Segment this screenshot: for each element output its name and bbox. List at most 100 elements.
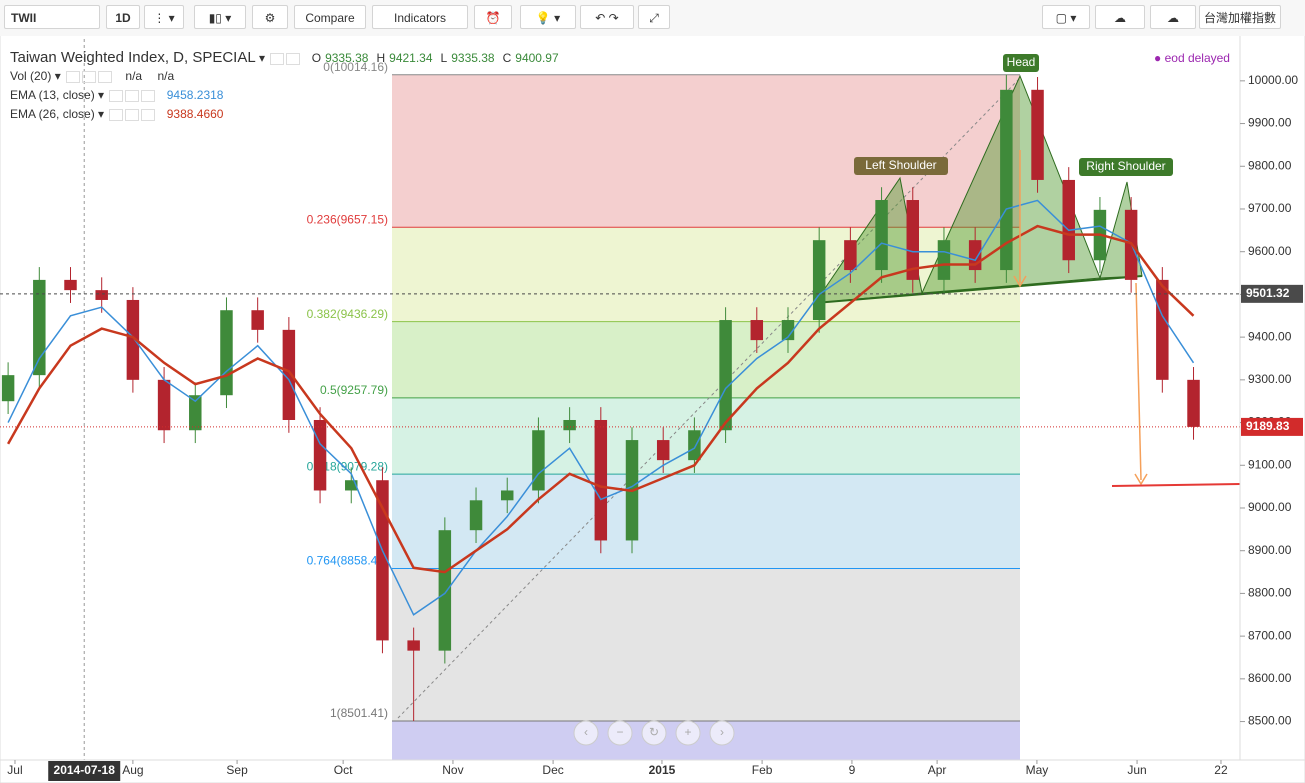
legend-volume: Vol (20) ▾ n/a n/a <box>10 69 175 83</box>
candle-body <box>345 480 358 491</box>
alert-button[interactable]: ⏰ <box>474 5 512 29</box>
legend-ohlc: O 9335.38 H 9421.34 L 9335.38 C 9400.97 <box>304 51 559 65</box>
ohlc-value: 9400.97 <box>515 51 559 65</box>
nav-button[interactable] <box>607 720 633 746</box>
chart-style-button[interactable]: ▮▯ ▾ <box>194 5 246 29</box>
candle-body <box>95 290 108 300</box>
ohlc-key: L <box>440 51 448 65</box>
y-tick-label: 9300.00 <box>1248 372 1292 386</box>
volume-value: n/a <box>125 69 143 83</box>
ohlc-value: 9335.38 <box>451 51 495 65</box>
candle-body <box>251 310 264 330</box>
candle-body <box>469 500 483 531</box>
ohlc-key: O <box>311 51 322 65</box>
x-tick-label: Aug <box>122 763 143 777</box>
candle-body <box>937 240 951 280</box>
price-tag <box>1241 417 1303 436</box>
candle-body <box>189 395 202 431</box>
fib-label: 1(8501.41) <box>330 706 388 720</box>
fullscreen-button[interactable]: ⤢ <box>638 5 670 29</box>
status: ● eod delayed <box>1154 51 1230 65</box>
symbol-name[interactable]: 台灣加權指數 <box>1199 5 1281 29</box>
interval-menu[interactable]: ⋮ ▾ <box>144 5 184 29</box>
fib-band <box>392 397 1020 475</box>
y-tick-label: 9000.00 <box>1248 500 1292 514</box>
cloud-load[interactable]: ☁ <box>1095 5 1145 29</box>
candle-body <box>1000 89 1013 271</box>
candle-body <box>594 419 608 541</box>
y-tick-label: 10000.00 <box>1248 73 1298 87</box>
x-axis <box>0 759 1305 783</box>
candle-body <box>812 240 826 321</box>
cloud-save[interactable]: ☁ <box>1150 5 1196 29</box>
nav-button[interactable] <box>641 720 667 746</box>
candle-body <box>1187 379 1200 427</box>
nav-icon: ↻ <box>649 725 659 739</box>
x-tick-label: Apr <box>928 763 947 777</box>
legend-main: Taiwan Weighted Index, D, SPECIAL ▾ O 933… <box>10 49 559 66</box>
ema-name: EMA (13, close) <box>10 88 95 102</box>
nav-icon: › <box>720 725 724 739</box>
fib-label: 0.382(9436.29) <box>307 307 388 321</box>
compare-button[interactable]: Compare <box>294 5 366 29</box>
symbol-box[interactable]: TWII <box>4 5 100 29</box>
undo-redo[interactable]: ↶ ↷ <box>580 5 634 29</box>
candle-body <box>33 279 46 376</box>
nav-button[interactable] <box>709 720 735 746</box>
fib-band <box>392 474 1020 569</box>
nav-button[interactable] <box>573 720 599 746</box>
toolbar: TWII 1D ⋮ ▾ ▮▯ ▾ ⚙ Compare Indicators ⏰ … <box>0 0 1305 37</box>
legend: Taiwan Weighted Index, D, SPECIAL ▾ O 933… <box>10 48 559 124</box>
volume-value: n/a <box>157 69 175 83</box>
candle-body <box>1062 179 1075 261</box>
crosshair-label: 2014-07-18 <box>54 763 116 777</box>
ideas-button[interactable]: 💡 ▾ <box>520 5 576 29</box>
fib-band <box>392 321 1020 398</box>
projection-arrow <box>1135 282 1142 481</box>
neckline <box>814 275 1143 304</box>
x-tick-label: Jun <box>1127 763 1146 777</box>
arrow-head <box>1134 473 1148 486</box>
x-tick-label: May <box>1026 763 1049 777</box>
annotation-box <box>1003 54 1039 72</box>
candle-body <box>1156 279 1169 380</box>
x-tick-label: 9 <box>849 763 856 777</box>
annotation-label: Head <box>1007 55 1036 69</box>
annotation-label: Left Shoulder <box>865 158 936 172</box>
candle-body <box>719 320 732 431</box>
fib-band <box>392 227 1020 322</box>
layout-button[interactable]: ▢ ▾ <box>1042 5 1090 29</box>
nav-button[interactable] <box>675 720 701 746</box>
interval-button[interactable]: 1D <box>106 5 140 29</box>
x-tick-label: 2015 <box>649 763 676 777</box>
nav-icon: + <box>684 725 691 739</box>
ema-line <box>7 224 1195 574</box>
indicators-button[interactable]: Indicators <box>372 5 468 29</box>
y-tick-label: 9400.00 <box>1248 329 1292 343</box>
settings-button[interactable]: ⚙ <box>252 5 288 29</box>
annotation-label: Right Shoulder <box>1086 159 1165 173</box>
status-text: eod delayed <box>1164 51 1230 65</box>
candle-body <box>1 375 15 402</box>
trend-line <box>397 77 1021 719</box>
y-tick-label: 8800.00 <box>1248 586 1292 600</box>
price-tag-label: 9501.32 <box>1246 286 1290 300</box>
candle-body <box>563 419 576 431</box>
y-tick-label: 9600.00 <box>1248 244 1292 258</box>
candle-body <box>313 419 327 491</box>
fib-label: 0.236(9657.15) <box>307 212 388 226</box>
y-tick-label: 8600.00 <box>1248 671 1292 685</box>
candle-body <box>220 310 233 396</box>
x-tick-label: Feb <box>752 763 773 777</box>
price-tag-label: 9189.83 <box>1246 419 1290 433</box>
legend-title: Taiwan Weighted Index, D, SPECIAL <box>10 49 256 66</box>
ema-value: 9388.4660 <box>166 107 224 121</box>
chart: 0(10014.16) 0.236(9657.15) 0.382(9436.29) 0… <box>0 36 1305 783</box>
ema-line <box>7 199 1195 616</box>
y-tick-label: 8900.00 <box>1248 543 1292 557</box>
crosshair-tag <box>48 761 121 781</box>
candle-body <box>126 299 140 380</box>
fib-label: 0.618(9079.28) <box>307 459 388 473</box>
fib-label: 0.764(8858.42) <box>307 554 388 568</box>
